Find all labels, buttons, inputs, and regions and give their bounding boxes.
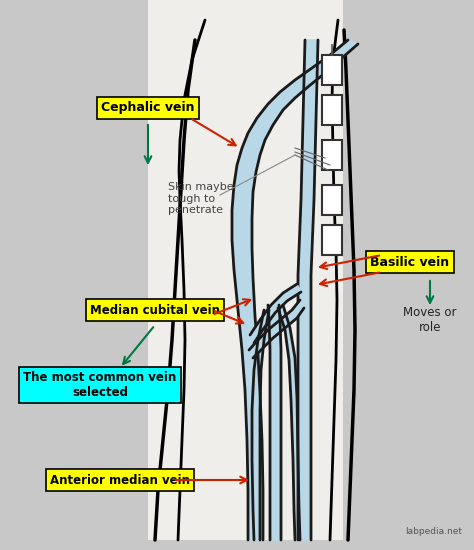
FancyBboxPatch shape xyxy=(322,185,342,215)
FancyBboxPatch shape xyxy=(322,95,342,125)
Text: The most common vein
selected: The most common vein selected xyxy=(23,371,177,399)
Polygon shape xyxy=(249,300,304,358)
FancyBboxPatch shape xyxy=(148,0,343,540)
Polygon shape xyxy=(278,305,300,540)
Text: Anterior median vein: Anterior median vein xyxy=(50,474,190,487)
Polygon shape xyxy=(232,40,358,540)
Polygon shape xyxy=(252,310,269,540)
Text: Skin maybe
tough to
penetrate: Skin maybe tough to penetrate xyxy=(168,182,234,215)
FancyBboxPatch shape xyxy=(322,140,342,170)
Polygon shape xyxy=(268,305,281,540)
Polygon shape xyxy=(298,40,318,540)
Text: labpedia.net: labpedia.net xyxy=(405,527,462,536)
Polygon shape xyxy=(250,284,301,343)
Text: Basilic vein: Basilic vein xyxy=(371,256,449,268)
Text: Moves or
role: Moves or role xyxy=(403,306,457,334)
FancyBboxPatch shape xyxy=(322,55,342,85)
FancyBboxPatch shape xyxy=(322,225,342,255)
Text: Median cubital vein: Median cubital vein xyxy=(90,304,220,316)
Text: Cephalic vein: Cephalic vein xyxy=(101,102,195,114)
